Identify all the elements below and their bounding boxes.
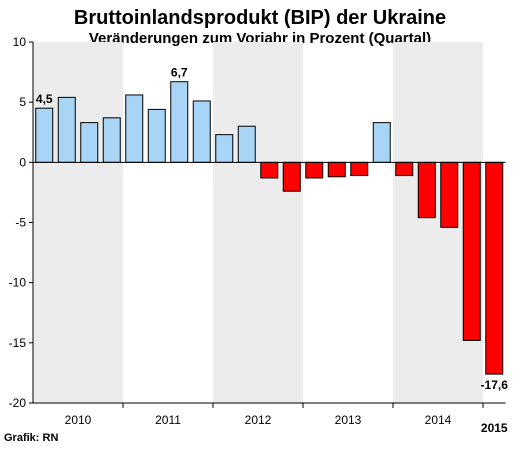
y-tick-label: 5 [19,95,26,109]
y-tick-label: -20 [9,396,27,410]
bar-2015-Q1 [485,161,504,375]
year-band-2010 [33,42,123,403]
bar-2013-Q3 [350,161,369,177]
bar-2011-Q4 [192,100,211,163]
y-tick-label: 0 [19,155,26,169]
data-label: 6,7 [171,66,188,80]
bar-2014-Q2 [417,161,436,219]
bar-2014-Q3 [440,161,459,228]
x-tick-label-2012: 2012 [245,413,272,427]
x-tick-label-2015: 2015 [481,421,508,435]
bar-2014-Q4 [462,161,481,341]
y-tick-label: -15 [9,336,27,350]
bar-2010-Q4 [102,117,121,163]
bar-2012-Q2 [237,125,256,163]
bar-2010-Q2 [57,96,76,163]
bar-2013-Q2 [327,161,346,178]
y-tick-label: 10 [13,35,27,49]
bar-2012-Q4 [282,161,301,192]
chart-subtitle: Veränderungen zum Vorjahr in Prozent (Qu… [88,30,432,47]
bar-2013-Q4 [372,122,391,163]
bar-2012-Q1 [215,134,234,163]
y-tick-label: -5 [15,216,26,230]
year-band-2012 [213,42,303,403]
x-tick-label-2010: 2010 [65,413,92,427]
bar-2011-Q1 [125,94,144,163]
x-tick-label-2011: 2011 [155,413,181,427]
bar-2011-Q2 [147,108,166,163]
x-tick-label-2014: 2014 [425,413,452,427]
bar-2010-Q1 [35,107,54,163]
data-label: -17,6 [481,378,509,392]
bar-2014-Q1 [395,161,414,177]
bar-2011-Q3 [170,81,189,163]
x-tick-label-2013: 2013 [335,413,362,427]
data-label: 4,5 [36,92,53,106]
y-tick-label: -10 [9,276,27,290]
credit-text: Grafik: RN [4,432,59,444]
chart-title: Bruttoinlandsprodukt (BIP) der Ukraine [73,7,447,29]
bar-2013-Q1 [305,161,324,179]
bar-2012-Q3 [260,161,279,179]
bar-2010-Q3 [80,122,99,163]
